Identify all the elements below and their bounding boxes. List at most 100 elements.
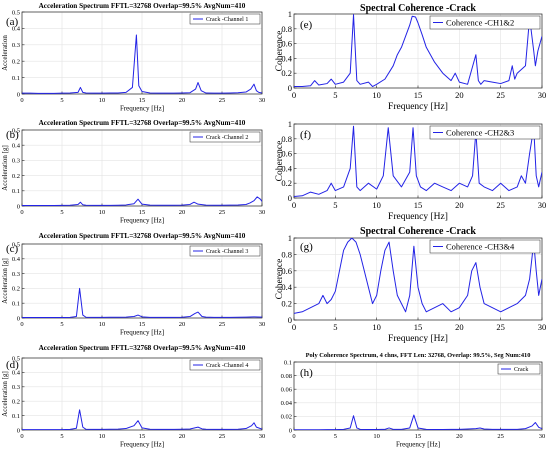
y-tick-label: 0 xyxy=(289,427,292,434)
y-tick-label: 0.8 xyxy=(281,134,292,144)
series-line xyxy=(22,409,262,430)
y-tick-label: 0.2 xyxy=(281,299,292,309)
legend-label: Coherence -CH2&3 xyxy=(446,127,514,137)
legend-label: Crack -Channel 3 xyxy=(206,249,248,255)
y-tick-label: 0.2 xyxy=(281,178,292,188)
x-tick-label: 15 xyxy=(414,90,423,100)
x-tick-label: 10 xyxy=(373,433,380,440)
chart-panel-c: 0 5 10 15 20 25 30 0 0.1 0.2 0.3 0.4 0.5 Frequency [H… xyxy=(1,232,265,337)
x-tick-label: 0 xyxy=(20,433,23,440)
y-tick-label: 0.02 xyxy=(281,414,292,421)
x-tick-label: 25 xyxy=(219,433,226,440)
legend-label: Crack -Channel 1 xyxy=(206,17,248,23)
x-tick-label: 0 xyxy=(292,322,296,332)
x-tick-label: 20 xyxy=(455,90,464,100)
legend-box xyxy=(189,359,261,371)
chart-panel-b: 0 5 10 15 20 25 30 0 0.1 0.2 0.3 0.4 0.5 Frequency [H… xyxy=(1,119,265,225)
y-axis-label: Acceleration [g] xyxy=(1,371,9,417)
x-axis-label: Frequency [Hz] xyxy=(120,217,164,225)
y-tick-label: 0.4 xyxy=(12,256,21,263)
y-axis-label: Coherence xyxy=(275,141,285,182)
y-tick-label: 0 xyxy=(288,193,292,203)
y-tick-label: 0.08 xyxy=(281,373,292,380)
y-tick-label: 0 xyxy=(17,427,20,434)
x-tick-label: 30 xyxy=(538,90,547,100)
chart-title: Spectral Coherence -Crack xyxy=(360,226,476,237)
series-line xyxy=(294,14,542,88)
x-tick-label: 5 xyxy=(60,321,63,328)
x-axis-label: Frequency [Hz] xyxy=(120,329,164,337)
x-tick-label: 25 xyxy=(496,200,505,210)
panel-label: (g) xyxy=(300,241,313,253)
x-axis-label: Frequency [Hz] xyxy=(388,212,448,222)
y-tick-label: 0 xyxy=(288,315,292,325)
chart-panel-d: 0 5 10 15 20 25 30 0 0.1 0.2 0.3 0.4 0.5 Frequency [H… xyxy=(1,344,265,449)
y-tick-label: 0 xyxy=(17,315,20,322)
panel-label: (e) xyxy=(300,19,313,31)
legend-box xyxy=(189,131,261,143)
x-axis-label: Frequency [Hz] xyxy=(120,105,164,113)
y-axis-label: Acceleration [g] xyxy=(1,258,9,304)
y-tick-label: 0.04 xyxy=(281,400,293,407)
x-axis-label: Frequency [Hz] xyxy=(388,102,448,112)
legend-box xyxy=(497,363,541,375)
series-line xyxy=(294,125,542,198)
y-tick-label: 0.8 xyxy=(281,249,292,259)
x-tick-label: 10 xyxy=(99,209,106,216)
y-tick-label: 0.6 xyxy=(281,149,292,159)
y-axis-label: Acceleration xyxy=(1,35,9,71)
y-tick-label: 0 xyxy=(17,203,20,210)
chart-panel-f: 0 5 10 15 20 25 30 0 0.2 0.4 0.6 0.8 1 Frequency [Hz]… xyxy=(275,119,546,222)
x-tick-label: 10 xyxy=(372,322,381,332)
chart-panel-g: 0 5 10 15 20 25 30 0 0.2 0.4 0.6 0.8 1 Frequency [Hz]… xyxy=(275,226,546,344)
x-tick-label: 5 xyxy=(333,322,337,332)
x-tick-label: 10 xyxy=(99,321,106,328)
x-tick-label: 25 xyxy=(219,321,226,328)
chart-title: Acceleration Spectrum FFTL=32768 Overlap… xyxy=(39,119,246,127)
series-line xyxy=(294,414,542,430)
y-tick-label: 0.5 xyxy=(12,9,20,16)
x-tick-label: 30 xyxy=(259,209,266,216)
y-tick-label: 0.5 xyxy=(12,355,20,362)
y-tick-label: 0.3 xyxy=(12,158,20,165)
legend-label: Crack -Channel 2 xyxy=(206,135,248,141)
legend-box xyxy=(429,239,541,254)
x-axis-label: Frequency [Hz] xyxy=(396,441,440,449)
y-tick-label: 0.2 xyxy=(12,173,20,180)
y-tick-label: 1 xyxy=(288,233,292,243)
chart-panel-e: 0 5 10 15 20 25 30 0 0.2 0.4 0.6 0.8 1 Frequency [Hz]… xyxy=(275,3,546,112)
panel-label: (c) xyxy=(6,243,19,255)
y-tick-label: 0.4 xyxy=(12,370,21,377)
x-tick-label: 30 xyxy=(538,200,547,210)
x-tick-label: 0 xyxy=(292,90,296,100)
series-line xyxy=(22,287,262,318)
y-tick-label: 0.1 xyxy=(12,75,20,82)
x-tick-label: 0 xyxy=(292,433,295,440)
chart-panel-a: 0 5 10 15 20 25 30 0 0.1 0.2 0.3 0.4 0.5 Frequency [H… xyxy=(1,2,265,113)
y-tick-label: 0 xyxy=(288,83,292,93)
legend-box xyxy=(429,15,541,30)
x-tick-label: 15 xyxy=(414,322,423,332)
legend-label: Crack xyxy=(514,367,528,373)
legend-label: Crack -Channel 4 xyxy=(206,363,248,369)
x-tick-label: 20 xyxy=(455,200,464,210)
x-tick-label: 0 xyxy=(20,321,23,328)
chart-title: Acceleration Spectrum FFTL=32768 Overlap… xyxy=(39,2,246,10)
y-tick-label: 1 xyxy=(288,119,292,129)
x-tick-label: 5 xyxy=(60,97,63,104)
x-tick-label: 10 xyxy=(372,200,381,210)
chart-title: Spectral Coherence -Crack xyxy=(360,3,476,14)
y-tick-label: 0.4 xyxy=(281,53,292,63)
y-tick-label: 0.4 xyxy=(281,163,292,173)
x-tick-label: 0 xyxy=(292,200,296,210)
x-tick-label: 15 xyxy=(139,321,146,328)
legend-box xyxy=(189,245,261,257)
y-tick-label: 0.2 xyxy=(12,398,20,405)
chart-title: Acceleration Spectrum FFTL=32768 Overlap… xyxy=(39,232,246,240)
y-tick-label: 0.06 xyxy=(281,386,293,393)
panel-label: (h) xyxy=(300,367,313,379)
x-tick-label: 20 xyxy=(179,433,186,440)
y-tick-label: 0.5 xyxy=(12,241,20,248)
y-tick-label: 0.1 xyxy=(12,413,20,420)
